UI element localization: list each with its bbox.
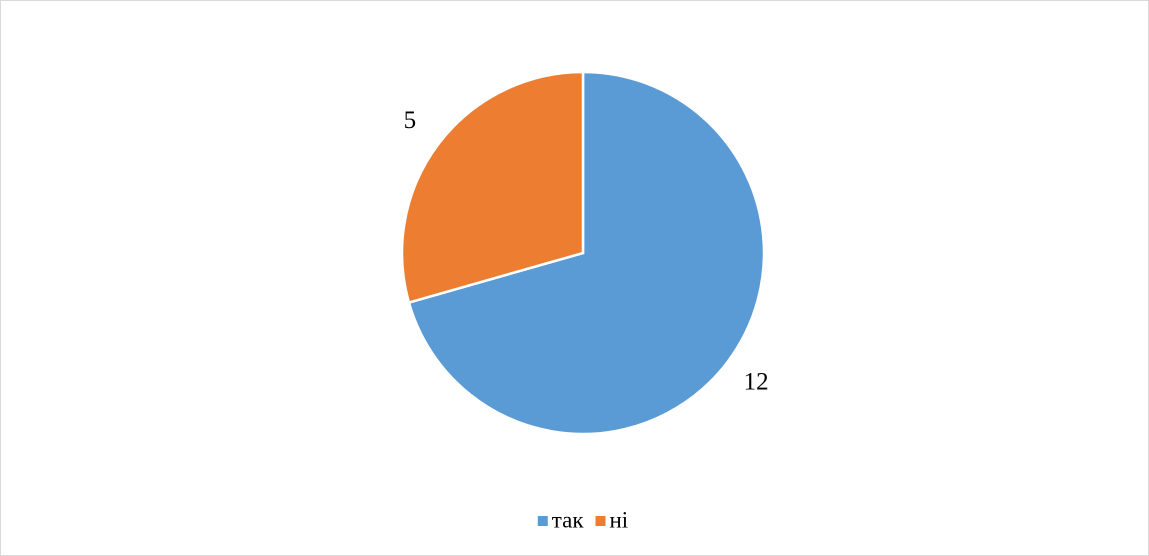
data-label: 12 (744, 369, 769, 396)
data-label: 5 (404, 107, 417, 134)
legend-swatch (537, 516, 548, 526)
legend-label: ні (610, 507, 629, 532)
pie-slice (407, 70, 766, 436)
legend-label: так (552, 507, 585, 532)
legend-swatch (595, 516, 606, 526)
pie-slice (400, 70, 585, 305)
